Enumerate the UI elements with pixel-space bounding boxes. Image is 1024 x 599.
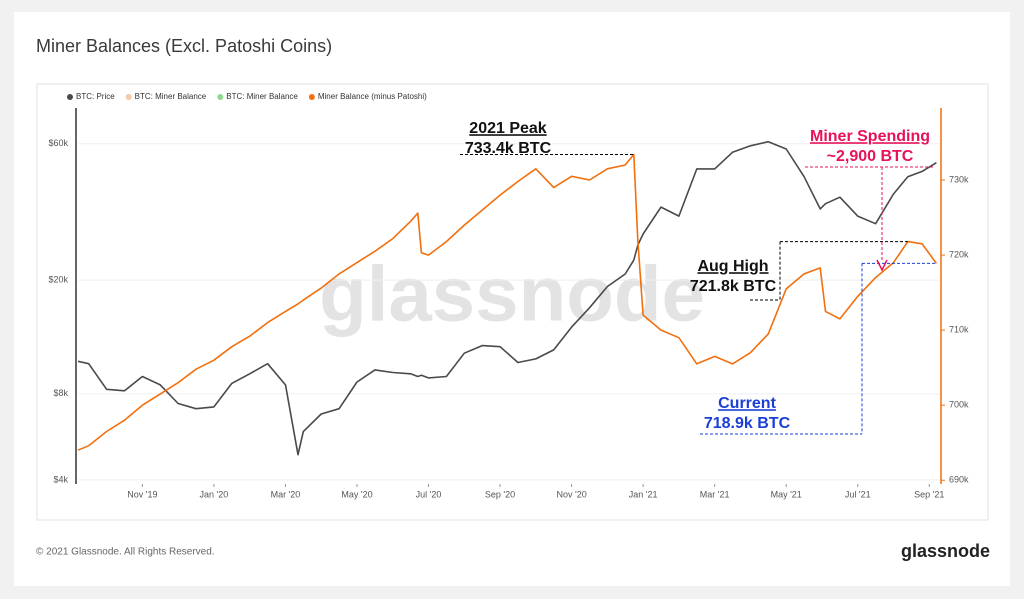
chart-title: Miner Balances (Excl. Patoshi Coins) — [36, 36, 332, 56]
y-tick-label: $60k — [48, 138, 68, 148]
y2-tick-label: 720k — [949, 249, 969, 259]
x-tick-label: Mar '21 — [700, 489, 730, 499]
brand-logo: glassnode — [901, 541, 990, 561]
y-tick-label: $4k — [53, 474, 68, 484]
x-tick-label: Jul '20 — [416, 489, 442, 499]
annotation-title: Aug High — [697, 258, 768, 275]
annotation-label: 718.9k BTC — [704, 415, 791, 432]
y-tick-label: $20k — [48, 274, 68, 284]
legend-label: BTC: Price — [76, 92, 115, 101]
legend-swatch — [308, 94, 315, 100]
x-tick-label: May '20 — [341, 489, 372, 499]
annotation-label: 733.4k BTC — [465, 140, 552, 157]
y2-tick-label: 710k — [949, 325, 969, 335]
card — [14, 12, 1010, 586]
chart-frame — [36, 83, 989, 521]
x-tick-label: Nov '20 — [556, 489, 586, 499]
x-tick-label: Sep '20 — [485, 489, 515, 499]
legend-label: Miner Balance (minus Patoshi) — [318, 92, 427, 101]
legend-label: BTC: Miner Balance — [135, 92, 207, 101]
legend-swatch — [67, 94, 73, 100]
y-tick-label: $8k — [53, 388, 68, 398]
x-tick-label: Mar '20 — [271, 489, 301, 499]
series-line — [77, 140, 937, 456]
annotation-title: 2021 Peak — [469, 120, 547, 137]
annotation-label: ~2,900 BTC — [827, 148, 914, 165]
x-tick-label: May '21 — [771, 489, 802, 499]
watermark: glassnode — [319, 250, 705, 338]
annotation-title: Current — [718, 395, 776, 412]
footer: © 2021 Glassnode. All Rights Reserved. — [36, 547, 215, 558]
legend-swatch — [125, 94, 132, 100]
annotation-label: 721.8k BTC — [690, 278, 777, 295]
arrow-head — [876, 259, 888, 272]
y2-tick-label: 690k — [949, 475, 969, 485]
x-tick-label: Jan '20 — [200, 489, 229, 499]
y2-tick-label: 700k — [949, 400, 969, 410]
annotation-title: Miner Spending — [810, 128, 930, 145]
legend-label: BTC: Miner Balance — [226, 92, 298, 101]
x-tick-label: Jan '21 — [629, 489, 658, 499]
series-line — [77, 153, 938, 451]
x-tick-label: Jul '21 — [845, 489, 871, 499]
legend-swatch — [217, 94, 224, 100]
x-tick-label: Nov '19 — [127, 489, 157, 499]
y2-tick-label: 730k — [949, 174, 969, 184]
x-tick-label: Sep '21 — [914, 489, 944, 499]
